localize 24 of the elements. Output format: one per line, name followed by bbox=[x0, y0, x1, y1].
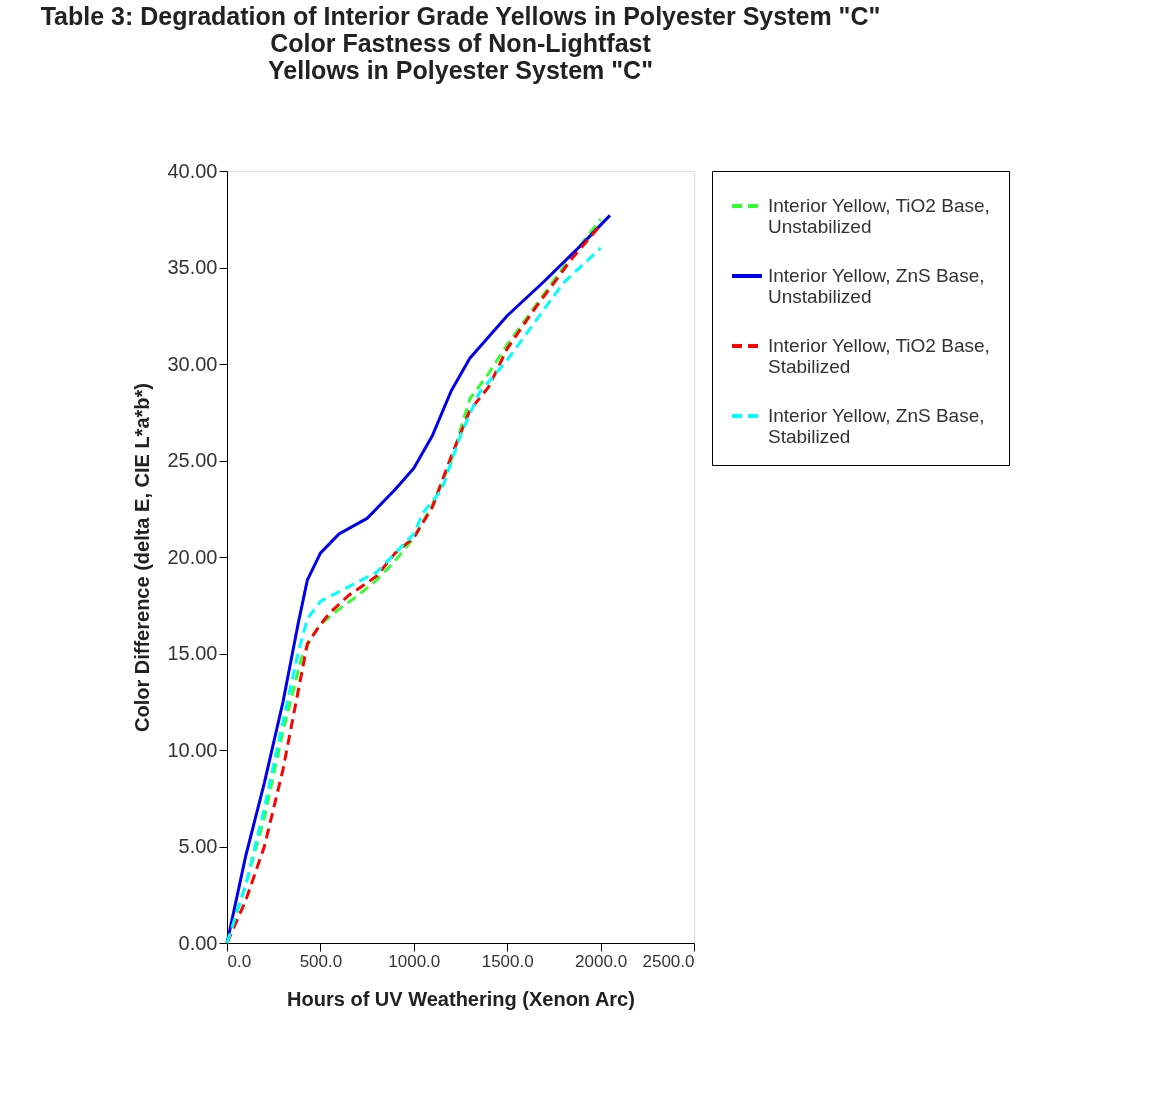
text: Yellows in Polyester System "C" bbox=[268, 56, 653, 84]
y-tick-label: 30.00 bbox=[167, 352, 218, 375]
legend-label: Interior Yellow, ZnS Base, Unstabilized bbox=[768, 265, 985, 307]
caption: Table 3: Degradation of Interior Grade Yellows in Polyester System "C" bbox=[40, 2, 881, 30]
y-axis-title: Color Difference (delta E, CIE L*a*b*) bbox=[131, 383, 154, 732]
text: Color Fastness of Non-Lightfast bbox=[270, 29, 651, 57]
x-tick-label: 1500.0 bbox=[481, 951, 534, 971]
legend-label: Interior Yellow, ZnS Base, Stabilized bbox=[768, 405, 985, 447]
x-tick-label: 2500.0 bbox=[642, 951, 695, 971]
y-tick-label: 0.00 bbox=[178, 931, 218, 954]
y-tick-label: 10.00 bbox=[167, 738, 218, 761]
legend-label: Interior Yellow, TiO2 Base, Unstabilized bbox=[768, 195, 990, 237]
legend-label: Interior Yellow, TiO2 Base, Stabilized bbox=[768, 335, 990, 377]
x-axis-title: Hours of UV Weathering (Xenon Arc) bbox=[287, 987, 635, 1010]
x-tick-label: 1000.0 bbox=[388, 951, 441, 971]
y-tick-label: 40.00 bbox=[167, 159, 218, 182]
x-tick-label: 0.0 bbox=[227, 951, 252, 971]
y-tick-label: 5.00 bbox=[178, 835, 218, 857]
x-tick-label: 2000.0 bbox=[575, 951, 628, 971]
y-tick-label: 35.00 bbox=[167, 256, 218, 278]
y-tick-label: 25.00 bbox=[167, 449, 218, 471]
x-tick-label: 500.0 bbox=[299, 951, 343, 971]
y-tick-label: 15.00 bbox=[167, 642, 218, 664]
y-tick-label: 20.00 bbox=[167, 545, 218, 568]
